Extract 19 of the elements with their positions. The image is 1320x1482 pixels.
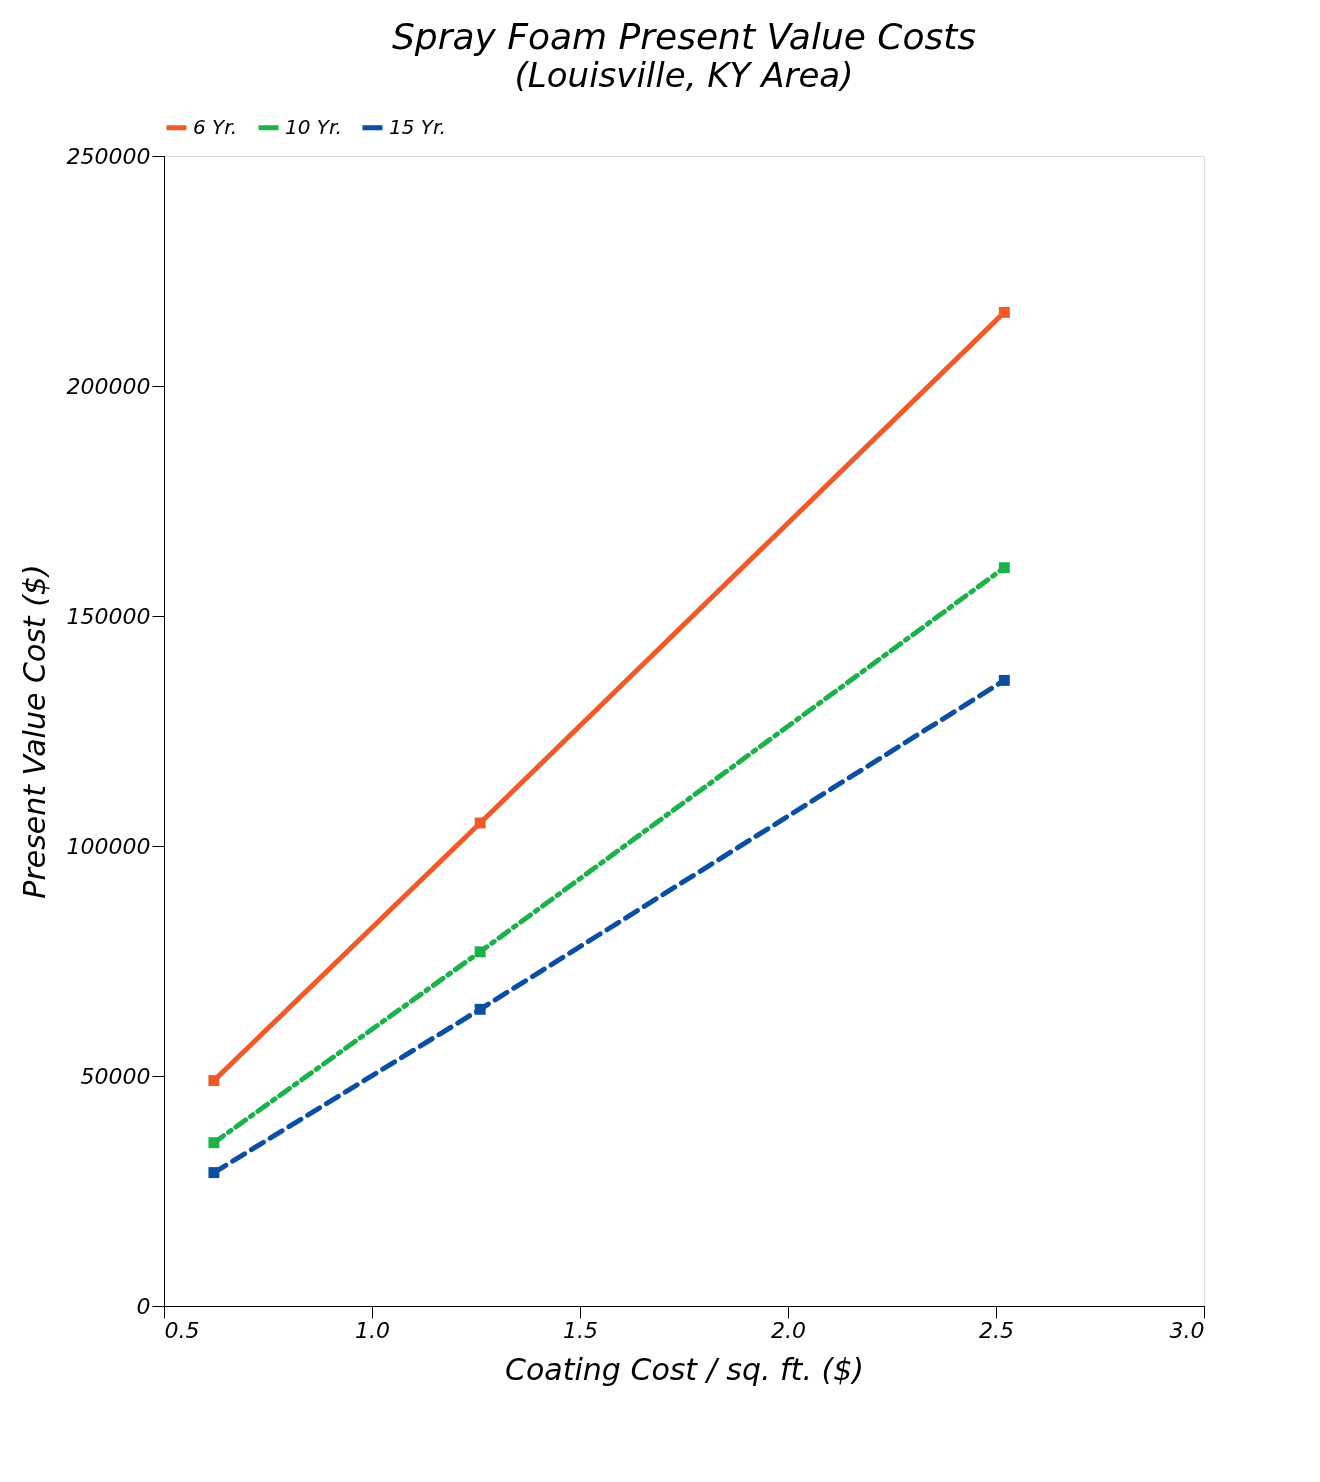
x-tick-label: 2.0 [771,1317,806,1343]
chart-title: Spray Foam Present Value Costs [391,16,977,57]
y-tick-label: 150000 [66,603,151,629]
y-tick-label: 50000 [80,1063,151,1089]
x-axis-title: Coating Cost / sq. ft. ($) [505,1351,864,1387]
y-tick-label: 200000 [66,373,151,399]
x-tick-label: 3.0 [1169,1317,1205,1343]
x-tick-label: 1.5 [563,1317,598,1343]
legend-label: 6 Yr. [193,114,238,139]
legend-label: 15 Yr. [389,114,446,139]
x-tick-label: 2.5 [979,1317,1014,1343]
y-tick-label: 100000 [66,833,151,859]
x-tick-label: 0.5 [164,1317,200,1343]
y-axis-title: Present Value Cost ($) [16,564,52,899]
y-tick-label: 0 [136,1293,151,1319]
chart-subtitle: (Louisville, KY Area) [514,55,854,95]
x-tick-label: 1.0 [355,1317,390,1343]
y-tick-label: 250000 [66,143,151,169]
legend-label: 10 Yr. [285,114,342,139]
